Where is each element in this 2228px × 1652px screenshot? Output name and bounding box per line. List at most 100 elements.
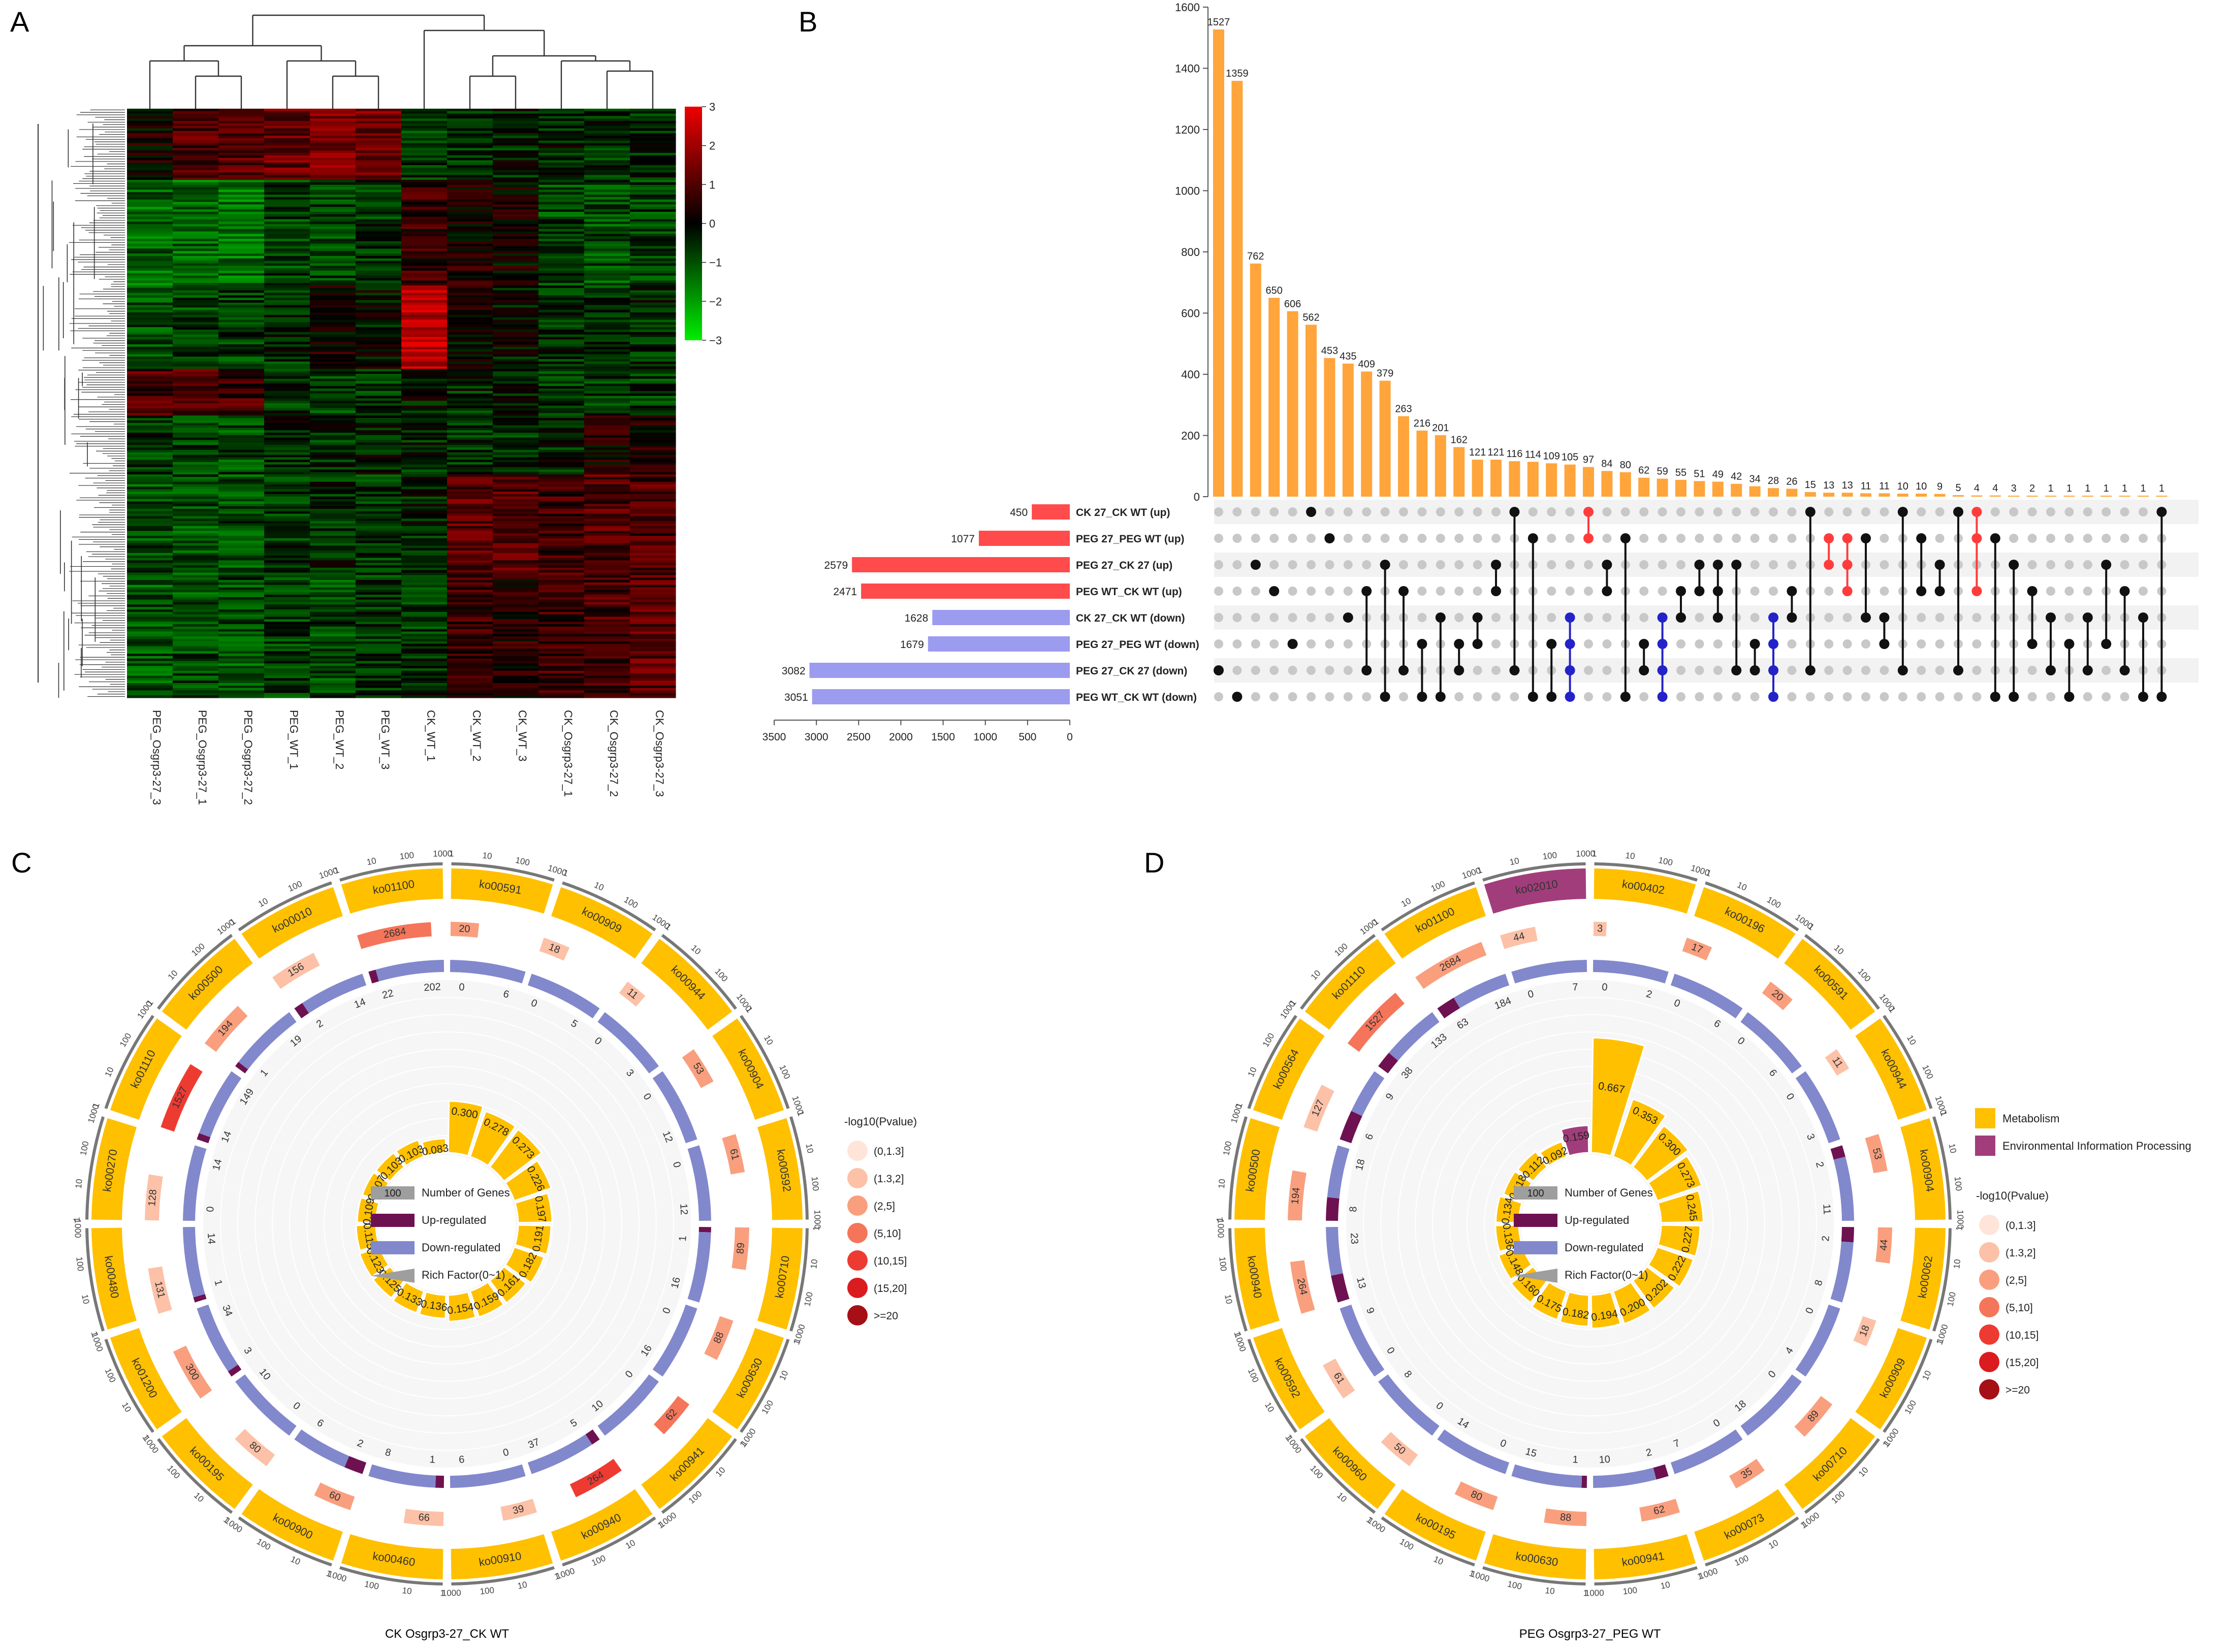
matrix-dot-inactive	[1602, 639, 1612, 649]
heatmap-cell	[356, 678, 402, 681]
heatmap-cell	[356, 231, 402, 235]
heatmap-cell	[401, 639, 448, 642]
heatmap-cell	[493, 550, 539, 554]
heatmap-cell	[127, 143, 173, 146]
heatmap-cell	[447, 133, 493, 136]
heatmap-cell	[401, 271, 448, 274]
matrix-dot-inactive	[1602, 507, 1612, 516]
heatmap-cell	[630, 351, 676, 354]
outer-scale-label: 1000	[1576, 849, 1595, 858]
panel-label-d: D	[1144, 847, 1164, 879]
heatmap-cell	[447, 540, 493, 544]
heatmap-cell	[630, 121, 676, 124]
heatmap-cell	[447, 658, 493, 662]
heatmap-cell	[401, 305, 448, 308]
heatmap-cell	[493, 271, 539, 274]
term-category-arc	[1855, 1328, 1927, 1430]
heatmap-cell	[218, 462, 265, 465]
heatmap-cell	[356, 693, 402, 696]
heatmap-cell	[584, 143, 630, 146]
heatmap-cell	[538, 445, 585, 448]
heatmap-cell	[127, 688, 173, 691]
heatmap-cell	[493, 386, 539, 389]
heatmap-cell	[493, 170, 539, 173]
up-regulated-arc	[294, 1003, 309, 1019]
heatmap-cell	[584, 133, 630, 136]
heatmap-cell	[493, 197, 539, 200]
matrix-dot-inactive	[1676, 534, 1685, 543]
heatmap-cell	[493, 685, 539, 689]
matrix-dot-inactive	[1935, 692, 1945, 701]
heatmap-cell	[218, 293, 265, 296]
heatmap-cell	[447, 111, 493, 114]
heatmap-cell	[401, 346, 448, 350]
heatmap-cell	[538, 268, 585, 271]
gene-count-bar	[1303, 1084, 1334, 1132]
heatmap-cell	[401, 447, 448, 450]
heatmap-cell	[356, 351, 402, 354]
heatmap-cell	[127, 626, 173, 630]
heatmap-cell	[401, 685, 448, 689]
heatmap-cell	[401, 479, 448, 482]
heatmap-cell	[401, 592, 448, 595]
heatmap-cell	[264, 168, 310, 171]
heatmap-cell	[356, 111, 402, 114]
heatmap-cell	[447, 440, 493, 443]
heatmap-cell	[630, 418, 676, 421]
heatmap-cell	[493, 538, 539, 541]
heatmap-cell	[356, 455, 402, 458]
heatmap-cell	[447, 327, 493, 330]
gene-count-label: 194	[1289, 1187, 1302, 1205]
heatmap-cell	[493, 111, 539, 114]
heatmap-cell	[493, 150, 539, 153]
up-count-label: 22	[381, 988, 395, 1001]
heatmap-cell	[264, 511, 310, 514]
heatmap-cell	[401, 624, 448, 627]
heatmap-cell	[538, 221, 585, 224]
matrix-dot-inactive	[1251, 507, 1260, 516]
heatmap-cell	[630, 449, 676, 453]
heatmap-cell	[264, 386, 310, 389]
heatmap-cell	[401, 278, 448, 281]
heatmap-cell	[630, 688, 676, 691]
heatmap-cell	[584, 656, 630, 659]
heatmap-cell	[447, 214, 493, 217]
heatmap-cell	[447, 587, 493, 590]
heatmap-cell	[356, 519, 402, 522]
heatmap-cell	[493, 420, 539, 424]
heatmap-cell	[493, 442, 539, 445]
heatmap-cell	[630, 337, 676, 340]
heatmap-cell	[447, 420, 493, 424]
intersection-bar	[2138, 496, 2149, 497]
heatmap-cell	[493, 231, 539, 235]
heatmap-cell	[401, 376, 448, 379]
heatmap-cell	[584, 643, 630, 647]
heatmap-cell	[218, 555, 265, 559]
matrix-dot-inactive	[1307, 613, 1316, 622]
heatmap-cell	[173, 467, 219, 470]
heatmap-cell	[538, 666, 585, 669]
intersection-value-label: 97	[1583, 455, 1594, 466]
heatmap-cell	[356, 209, 402, 212]
intersection-value-label: 84	[1601, 458, 1612, 469]
matrix-dot-active	[2046, 665, 2056, 675]
heatmap-cell	[218, 658, 265, 662]
heatmap-cell	[401, 651, 448, 654]
intersection-bar	[2156, 496, 2168, 497]
heatmap-cell	[538, 543, 585, 546]
matrix-dot-active	[1491, 560, 1501, 570]
heatmap-cell	[356, 273, 402, 276]
set-size-value: 450	[1010, 507, 1028, 519]
heatmap-cell	[264, 523, 310, 527]
heatmap-cell	[127, 388, 173, 392]
heatmap-cell	[493, 457, 539, 460]
heatmap-cell	[264, 187, 310, 190]
heatmap-cell	[218, 460, 265, 463]
heatmap-cell	[310, 239, 356, 242]
matrix-dot-inactive	[1454, 613, 1464, 622]
row-dendrogram	[38, 109, 125, 698]
intersection-bar	[1749, 486, 1761, 497]
heatmap-cell	[401, 125, 448, 129]
intersection-value-label: 62	[1638, 465, 1649, 476]
heatmap-cell	[173, 386, 219, 389]
